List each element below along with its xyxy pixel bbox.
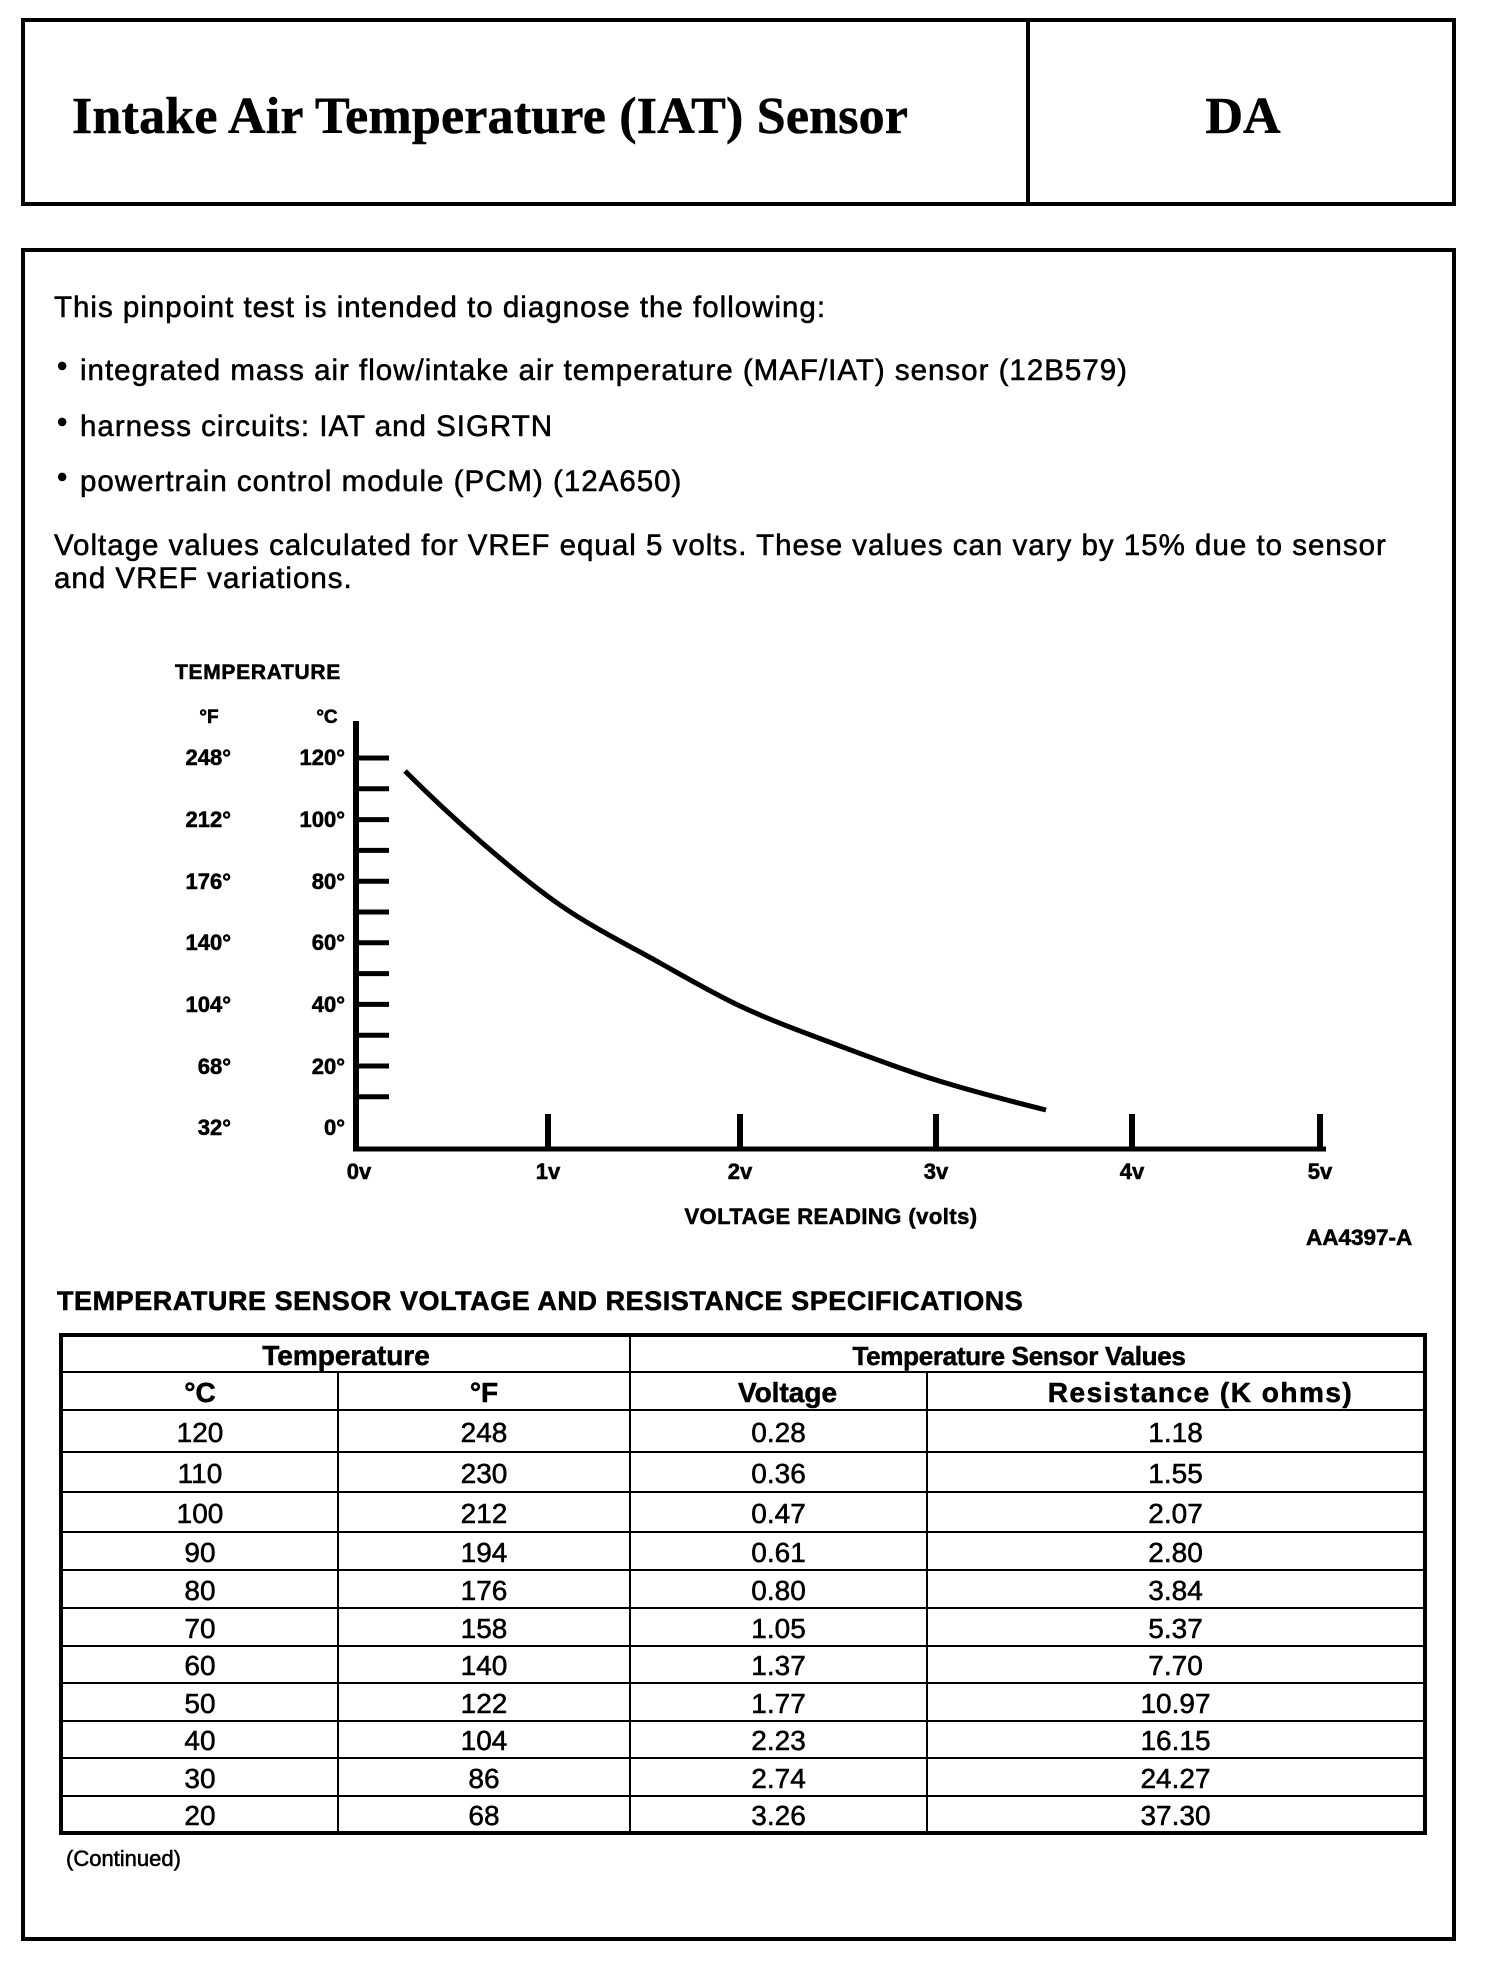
svg-text:0v: 0v [347, 1159, 372, 1184]
svg-text:100°: 100° [299, 807, 345, 832]
svg-text:AA4397-A: AA4397-A [1306, 1225, 1412, 1250]
svg-text:3v: 3v [924, 1159, 949, 1184]
svg-text:°F: °F [199, 707, 218, 728]
svg-text:5v: 5v [1308, 1159, 1333, 1184]
svg-text:120°: 120° [299, 745, 345, 770]
svg-text:32°: 32° [198, 1115, 231, 1140]
svg-text:0°: 0° [324, 1115, 345, 1140]
svg-text:1v: 1v [536, 1159, 561, 1184]
svg-text:68°: 68° [198, 1054, 231, 1079]
svg-text:176°: 176° [185, 869, 231, 894]
svg-text:20°: 20° [312, 1054, 345, 1079]
svg-text:40°: 40° [312, 992, 345, 1017]
svg-text:212°: 212° [185, 807, 231, 832]
svg-text:TEMPERATURE: TEMPERATURE [175, 661, 341, 684]
svg-text:2v: 2v [728, 1159, 753, 1184]
svg-text:60°: 60° [312, 930, 345, 955]
svg-text:VOLTAGE READING (volts): VOLTAGE READING (volts) [684, 1204, 977, 1229]
svg-text:248°: 248° [185, 745, 231, 770]
svg-text:°C: °C [316, 707, 338, 728]
svg-text:80°: 80° [312, 869, 345, 894]
svg-text:140°: 140° [185, 930, 231, 955]
svg-text:4v: 4v [1120, 1159, 1145, 1184]
svg-text:104°: 104° [185, 992, 231, 1017]
